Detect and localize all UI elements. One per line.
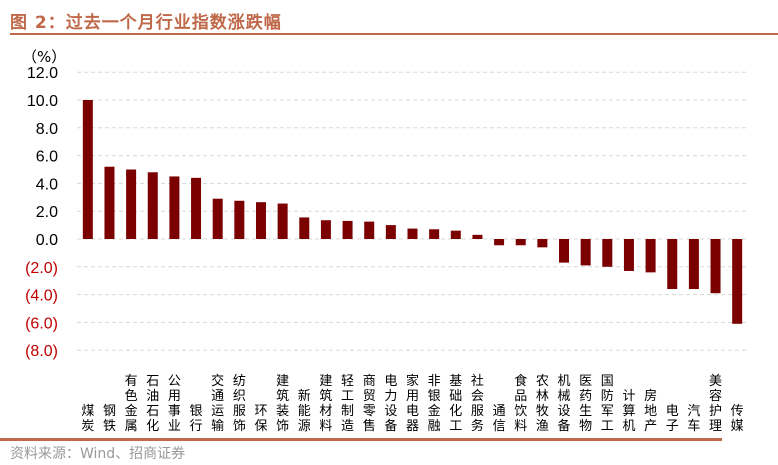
bar (191, 177, 202, 239)
figure-title: 图 2：过去一个月行业指数涨跌幅 (10, 13, 282, 33)
x-tick-label: 计算机 (622, 389, 635, 434)
bar (450, 230, 461, 239)
bar (429, 229, 440, 239)
bar (169, 176, 180, 239)
bar (385, 225, 396, 239)
bar (255, 202, 266, 239)
bar (104, 166, 115, 239)
bar-chart: （%）12.0 10.0 8.0 6.0 4.0 2.0 0.0 (2.0) (4.0) (6.0… (22, 48, 748, 434)
y-tick-label: 4.0 (36, 176, 58, 193)
x-tick-label: 基础化工 (449, 374, 462, 434)
y-tick-label: 2.0 (36, 204, 58, 221)
x-tick-label: 通信 (493, 404, 506, 434)
x-tick-label: 有色金属 (125, 374, 138, 434)
x-tick-label: 煤炭 (81, 404, 94, 434)
bar (580, 239, 591, 266)
bar (342, 220, 353, 239)
bar (407, 228, 418, 239)
bar (667, 239, 678, 290)
x-tick-label: 食品饮料 (514, 373, 527, 434)
y-tick-label: (4.0) (25, 288, 58, 305)
title-rule (10, 33, 778, 35)
bar (82, 100, 93, 239)
x-tick-label: 公用事业 (168, 374, 181, 434)
x-tick-label: 医药生物 (579, 374, 592, 434)
y-tick-label: 10.0 (27, 93, 58, 110)
x-tick-label: 汽车 (687, 404, 700, 434)
y-tick-label: 12.0 (27, 65, 58, 82)
y-tick-label: (6.0) (25, 315, 58, 332)
x-tick-label: 农林牧渔 (536, 374, 549, 434)
y-tick-label: 0.0 (36, 232, 58, 249)
y-unit-label: （%） (22, 48, 66, 66)
source-note: 资料来源：Wind、招商证券 (10, 446, 186, 462)
bottom-rule (0, 438, 722, 441)
x-tick-label: 轻工制造 (341, 374, 354, 434)
bar (515, 239, 526, 246)
bar (688, 239, 699, 290)
y-tick-label: (2.0) (25, 260, 58, 277)
y-tick-label: 6.0 (36, 149, 58, 166)
x-tick-label: 钢铁 (103, 404, 116, 434)
bar (732, 239, 743, 324)
bar (623, 239, 634, 271)
bar (494, 239, 505, 246)
bar (472, 234, 483, 239)
bar (299, 217, 310, 239)
x-tick-label: 商贸零售 (363, 374, 376, 434)
bar (234, 200, 245, 239)
x-tick-label: 建筑材料 (319, 374, 332, 434)
y-tick-label: 8.0 (36, 121, 58, 138)
x-tick-label: 房地产 (644, 388, 657, 434)
x-tick-label: 银行 (190, 404, 203, 434)
bar (710, 239, 721, 294)
bar (537, 239, 548, 248)
y-tick-label: (8.0) (25, 343, 58, 360)
x-tick-label: 非银金融 (428, 374, 441, 434)
bar (602, 239, 613, 267)
x-tick-label: 社会服务 (471, 373, 484, 434)
bar (126, 169, 137, 239)
bar (364, 221, 375, 239)
x-tick-label: 传媒 (731, 404, 744, 434)
x-tick-label: 美容护理 (709, 374, 722, 434)
x-tick-label: 国防军工 (601, 374, 614, 434)
bar (320, 220, 331, 239)
bar (645, 239, 656, 273)
x-tick-label: 环保 (254, 404, 267, 434)
bar (559, 239, 570, 263)
x-tick-label: 电力设备 (384, 374, 397, 434)
x-tick-label: 家用电器 (406, 373, 419, 434)
x-tick-label: 纺织服饰 (233, 374, 246, 434)
x-tick-label: 新能源 (298, 388, 311, 434)
x-tick-label: 机械设备 (558, 374, 571, 434)
x-tick-label: 交通运输 (211, 373, 224, 434)
x-tick-label: 建筑装饰 (276, 374, 289, 434)
bar (147, 172, 158, 239)
bar (277, 203, 288, 239)
x-tick-label: 电子 (666, 404, 679, 434)
x-tick-label: 石油石化 (146, 374, 159, 434)
bar (212, 198, 223, 239)
